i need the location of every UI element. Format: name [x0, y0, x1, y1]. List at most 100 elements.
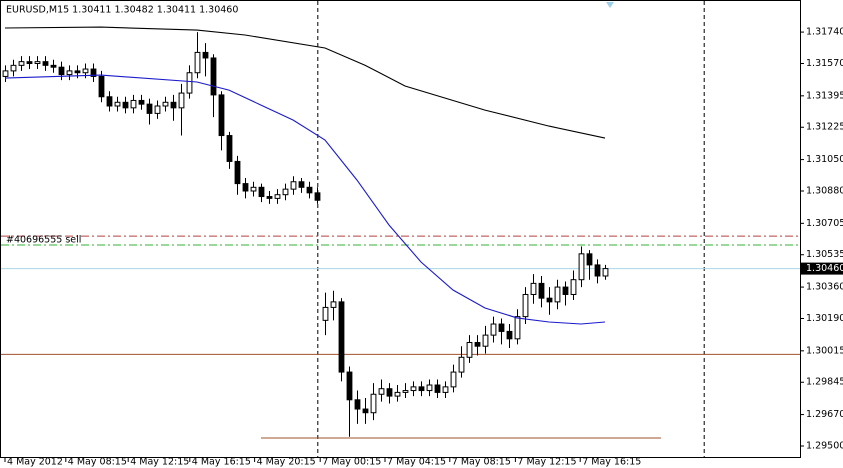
candle-body [546, 297, 553, 303]
y-tick-label: 1.29500 [806, 440, 843, 451]
x-tick-label: 4 May 2012 [7, 457, 63, 468]
candle-body [66, 70, 73, 76]
candle-body [402, 390, 409, 393]
candle-body [370, 393, 377, 414]
candle-body [50, 64, 57, 68]
x-tick-label: 4 May 20:15 [257, 457, 316, 468]
candle-body [26, 61, 33, 64]
candle-body [594, 264, 601, 277]
candle-body [570, 279, 577, 295]
candle-body [98, 75, 105, 98]
candle-body [274, 194, 281, 199]
candle-body [442, 386, 449, 393]
candle-body [338, 301, 345, 373]
level-label: #40696555 sell [6, 235, 81, 246]
candle-body [498, 323, 505, 332]
candle-body [226, 135, 233, 162]
candle-body [506, 330, 513, 340]
y-tick-label: 1.29845 [806, 377, 843, 388]
y-tick-label: 1.31050 [806, 154, 843, 165]
candle-body [250, 186, 257, 192]
candle-body [386, 388, 393, 397]
y-tick-label: 1.31740 [806, 27, 843, 38]
candle-body [490, 323, 497, 336]
candle-body [282, 188, 289, 196]
candle-body [10, 64, 17, 72]
candle-body [434, 384, 441, 393]
candle-body [34, 61, 41, 64]
y-tick-label: 1.30015 [806, 345, 843, 356]
candle-body [346, 371, 353, 401]
candle-body [18, 61, 25, 66]
x-tick-label: 7 May 12:15 [517, 457, 576, 468]
y-tick-label: 1.30360 [806, 282, 843, 293]
y-tick-label: 1.31395 [806, 90, 843, 101]
candle-body [362, 408, 369, 414]
candle-body [554, 286, 561, 303]
candle-body [426, 384, 433, 392]
candle-body [266, 196, 273, 199]
candle-body [202, 51, 209, 59]
y-tick-label: 1.29670 [806, 409, 843, 420]
candle-body [194, 51, 201, 74]
candle-body [530, 282, 537, 295]
candle-body [154, 105, 161, 114]
candle-body [298, 181, 305, 188]
x-tick-label: 4 May 16:15 [192, 457, 251, 468]
candle-body [258, 186, 265, 198]
candle-body [162, 101, 169, 107]
moving-average [4, 74, 606, 325]
x-tick-label: 7 May 04:15 [387, 457, 446, 468]
candle-body [466, 342, 473, 358]
candle-body [74, 70, 81, 74]
bid-label: 1.30460 [806, 263, 843, 274]
x-tick-label: 7 May 16:15 [582, 457, 641, 468]
y-tick-label: 1.30880 [806, 185, 843, 196]
candle-body [2, 70, 9, 77]
bid-box [801, 262, 843, 275]
candle-body [186, 72, 193, 94]
candle-body [82, 68, 89, 74]
y-tick-label: 1.30535 [806, 249, 843, 260]
candle-body [586, 253, 593, 266]
candle-body [146, 103, 153, 114]
y-tick-label: 1.30705 [806, 218, 843, 229]
candle-body [210, 57, 217, 96]
candle-body [122, 101, 129, 109]
shift-marker [606, 2, 614, 8]
candle-body [354, 399, 361, 410]
candle-body [234, 160, 241, 185]
candle-body [58, 66, 65, 76]
candle-body [322, 306, 329, 321]
x-tick-label: 7 May 00:15 [322, 457, 381, 468]
candle-body [450, 371, 457, 388]
candle-body [314, 192, 321, 201]
candle-body [114, 101, 121, 107]
x-tick-label: 4 May 08:15 [68, 457, 127, 468]
candle-body [482, 334, 489, 347]
candle-body [410, 386, 417, 392]
candle-body [602, 268, 609, 277]
candle-body [394, 391, 401, 397]
candle-body [306, 186, 313, 194]
candle-body [178, 92, 185, 109]
candle-body [378, 388, 385, 395]
y-tick-label: 1.31570 [806, 58, 843, 69]
candle-body [538, 282, 545, 299]
candle-body [474, 342, 481, 347]
candle-body [562, 286, 569, 295]
candle-body [242, 183, 249, 192]
candle-body [578, 253, 585, 281]
candle-body [170, 101, 177, 109]
moving-average [4, 26, 606, 139]
candle-body [218, 94, 225, 137]
candle-body [130, 99, 137, 109]
y-tick-label: 1.31225 [806, 122, 843, 133]
candle-body [458, 356, 465, 373]
candle-body [290, 181, 297, 190]
candle-body [138, 99, 145, 105]
plot-frame [0, 0, 801, 458]
x-tick-label: 4 May 12:15 [130, 457, 189, 468]
candle-body [330, 301, 337, 308]
